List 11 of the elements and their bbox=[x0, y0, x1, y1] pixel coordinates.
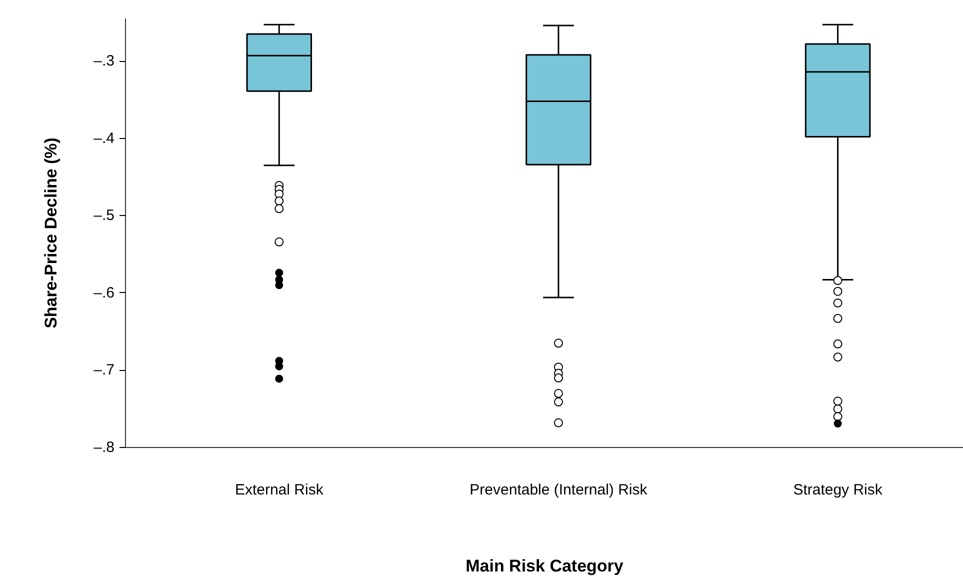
x-tick-label: Strategy Risk bbox=[793, 482, 883, 498]
y-tick-label: –.3 bbox=[94, 52, 115, 70]
y-tick-label: –.6 bbox=[94, 284, 115, 302]
y-tick-label: –.5 bbox=[94, 207, 115, 224]
y-tick-label: –.7 bbox=[94, 362, 115, 379]
x-tick-label: External Risk bbox=[234, 482, 324, 498]
y-tick-label: –.4 bbox=[94, 130, 115, 147]
x-tick-label: Preventable (Internal) Risk bbox=[470, 482, 648, 498]
y-tick-label: –.8 bbox=[94, 439, 115, 456]
y-axis-title: Share-Price Decline (%) bbox=[42, 138, 61, 328]
x-axis-title: Main Risk Category bbox=[466, 556, 624, 576]
